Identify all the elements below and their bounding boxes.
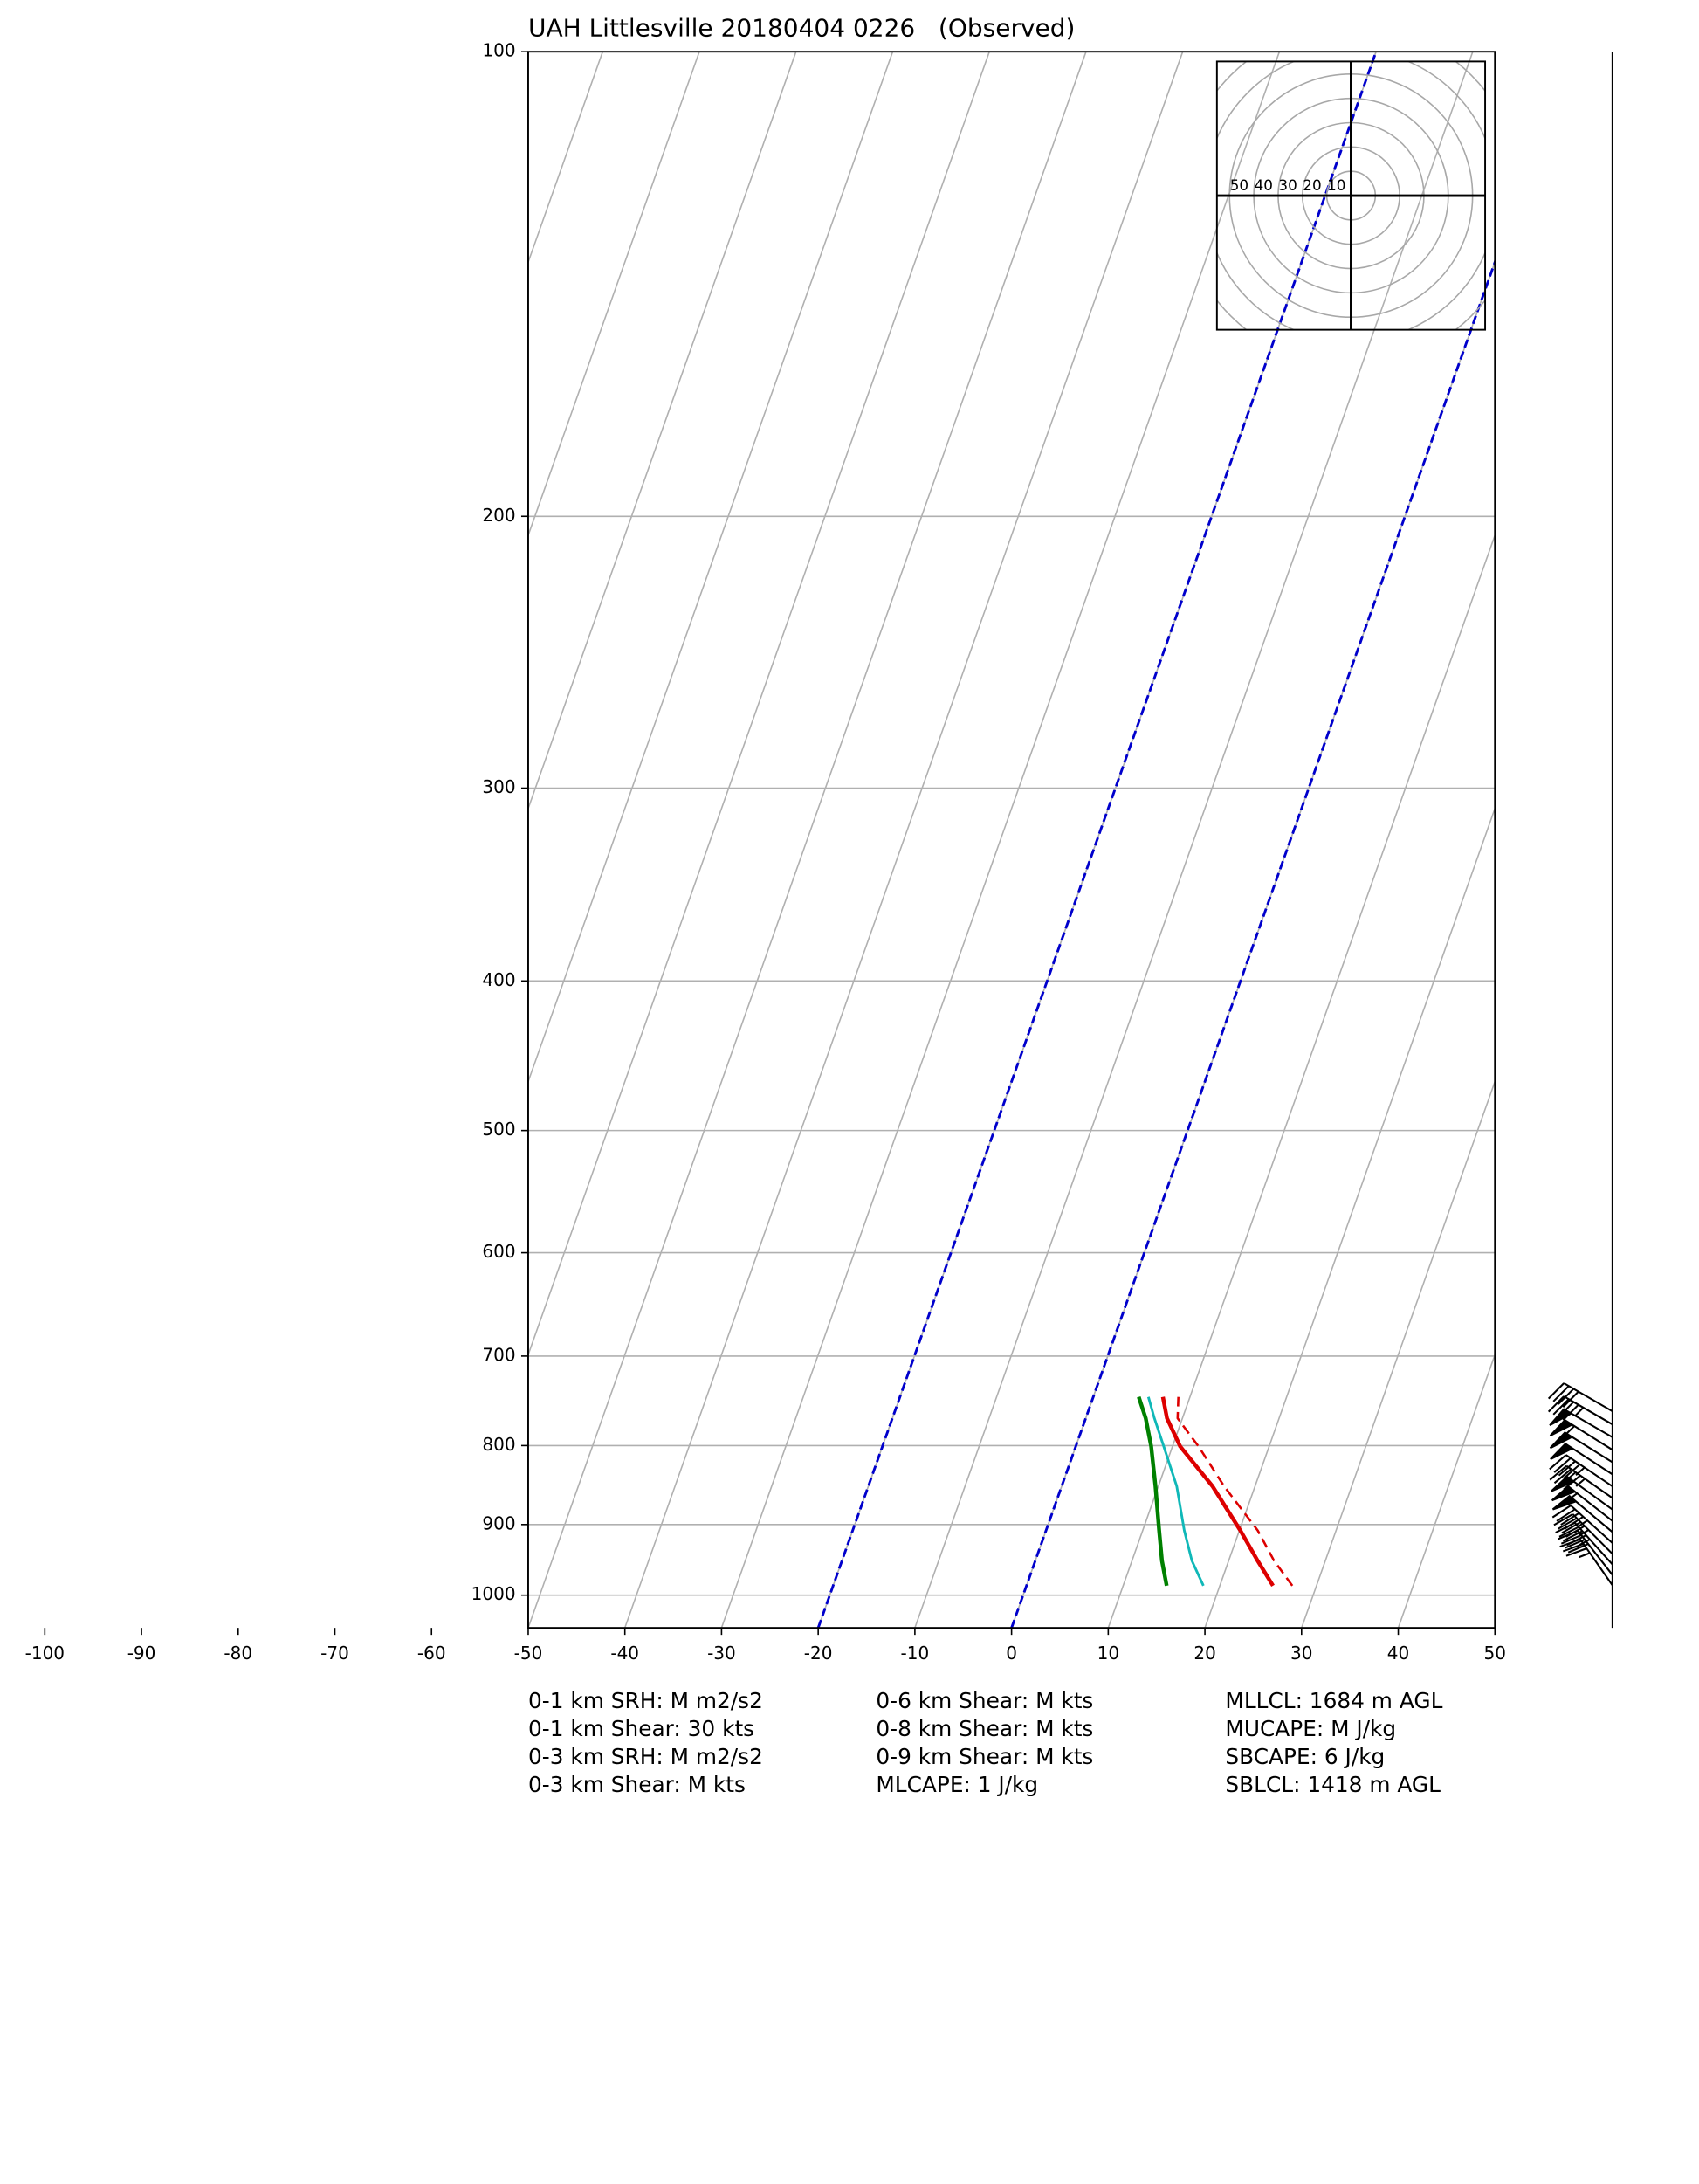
wind-barb bbox=[1553, 1513, 1613, 1554]
y-tick-label: 700 bbox=[482, 1344, 515, 1365]
profile-line bbox=[1176, 1396, 1294, 1587]
isotherm bbox=[1204, 806, 1496, 1629]
hodograph-frame bbox=[1215, 60, 1487, 331]
x-tick-label: 40 bbox=[1387, 1643, 1409, 1664]
wind-barb bbox=[1549, 1431, 1613, 1464]
hodograph-ring-label: 30 bbox=[1278, 176, 1297, 194]
stat-text: 0-3 km SRH: M m2/s2 bbox=[528, 1744, 763, 1769]
stat-text: 0-6 km Shear: M kts bbox=[876, 1688, 1093, 1713]
stat-text: 0-1 km SRH: M m2/s2 bbox=[528, 1688, 763, 1713]
wind-barb bbox=[1549, 1464, 1613, 1499]
y-tick-label: 300 bbox=[482, 776, 515, 797]
y-tick-label: 900 bbox=[482, 1512, 515, 1533]
hodograph: 50 40 30 20 10 bbox=[1215, 60, 1487, 331]
isotherm bbox=[1494, 1625, 1496, 1629]
plot-area bbox=[527, 52, 1496, 1629]
stat-text: SBLCL: 1418 m AGL bbox=[1225, 1772, 1441, 1797]
x-tick-label: -10 bbox=[901, 1643, 930, 1664]
wind-barb bbox=[1547, 1382, 1613, 1412]
x-tick-label: 20 bbox=[1193, 1643, 1215, 1664]
profile-line bbox=[1146, 1396, 1205, 1587]
hodograph-ring-label: 20 bbox=[1303, 176, 1321, 194]
isotherm bbox=[527, 52, 990, 1357]
hodograph-ring-label: 50 bbox=[1230, 176, 1248, 194]
wind-barb bbox=[1551, 1485, 1613, 1522]
x-tick-label: -90 bbox=[127, 1643, 156, 1664]
isotherm bbox=[527, 52, 1087, 1629]
isotherm bbox=[527, 52, 604, 265]
isotherm bbox=[623, 52, 1184, 1629]
hodograph-ring-label: 40 bbox=[1255, 176, 1273, 194]
highlight-isotherm bbox=[1010, 258, 1496, 1629]
stat-text: MLLCL: 1684 m AGL bbox=[1225, 1688, 1442, 1713]
x-tick-label: 0 bbox=[1006, 1643, 1017, 1664]
wind-barb bbox=[1551, 1475, 1613, 1511]
hodograph-ring-label: 10 bbox=[1327, 176, 1345, 194]
y-tick-label: 1000 bbox=[471, 1583, 516, 1604]
x-tick-label: -40 bbox=[610, 1643, 639, 1664]
x-tick-label: 10 bbox=[1097, 1643, 1119, 1664]
x-tick-label: 50 bbox=[1484, 1643, 1506, 1664]
stat-text: 0-3 km Shear: M kts bbox=[528, 1772, 746, 1797]
x-tick-label: 30 bbox=[1290, 1643, 1312, 1664]
plot-frame bbox=[527, 51, 1496, 1629]
profile-line bbox=[1137, 1395, 1169, 1587]
chart-title: UAH Littlesville 20180404 0226 (Observed… bbox=[528, 14, 1076, 43]
wind-barb bbox=[1558, 1529, 1613, 1575]
x-tick-label: -30 bbox=[707, 1643, 736, 1664]
isotherm bbox=[720, 52, 1281, 1629]
y-tick-label: 400 bbox=[482, 969, 515, 990]
y-tick-label: 500 bbox=[482, 1119, 515, 1140]
wind-barb bbox=[1549, 1408, 1613, 1438]
wind-barb bbox=[1549, 1454, 1613, 1487]
stat-text: 0-1 km Shear: 30 kts bbox=[528, 1716, 754, 1741]
wind-barb bbox=[1550, 1443, 1613, 1476]
wind-barb bbox=[1551, 1494, 1613, 1533]
y-tick-label: 800 bbox=[482, 1434, 515, 1455]
wind-barb bbox=[1551, 1505, 1613, 1544]
stat-text: MLCAPE: 1 J/kg bbox=[876, 1772, 1038, 1797]
wind-barb bbox=[1555, 1521, 1613, 1566]
stat-text: SBCAPE: 6 J/kg bbox=[1225, 1744, 1385, 1769]
isotherm bbox=[527, 52, 797, 811]
isotherm bbox=[527, 52, 894, 1084]
isotherm bbox=[1301, 1079, 1496, 1629]
isotherm bbox=[527, 52, 700, 538]
highlight-isotherm bbox=[816, 52, 1378, 1629]
x-tick-label: -20 bbox=[804, 1643, 833, 1664]
isotherm bbox=[1397, 1352, 1496, 1629]
x-tick-label: -80 bbox=[224, 1643, 252, 1664]
wind-barb bbox=[1547, 1395, 1613, 1425]
stat-text: MUCAPE: M J/kg bbox=[1225, 1716, 1396, 1741]
y-tick-label: 600 bbox=[482, 1241, 515, 1262]
x-tick-label: -50 bbox=[514, 1643, 543, 1664]
y-tick-label: 100 bbox=[482, 40, 515, 61]
profile-line bbox=[1160, 1396, 1275, 1588]
stat-text: 0-8 km Shear: M kts bbox=[876, 1716, 1093, 1741]
isotherm bbox=[914, 52, 1474, 1629]
wind-barb bbox=[1549, 1418, 1613, 1451]
isotherm bbox=[1107, 533, 1496, 1629]
y-tick-label: 200 bbox=[482, 505, 515, 526]
x-tick-label: -70 bbox=[320, 1643, 349, 1664]
x-tick-label: -100 bbox=[25, 1643, 65, 1664]
x-tick-label: -60 bbox=[417, 1643, 446, 1664]
stat-text: 0-9 km Shear: M kts bbox=[876, 1744, 1093, 1769]
